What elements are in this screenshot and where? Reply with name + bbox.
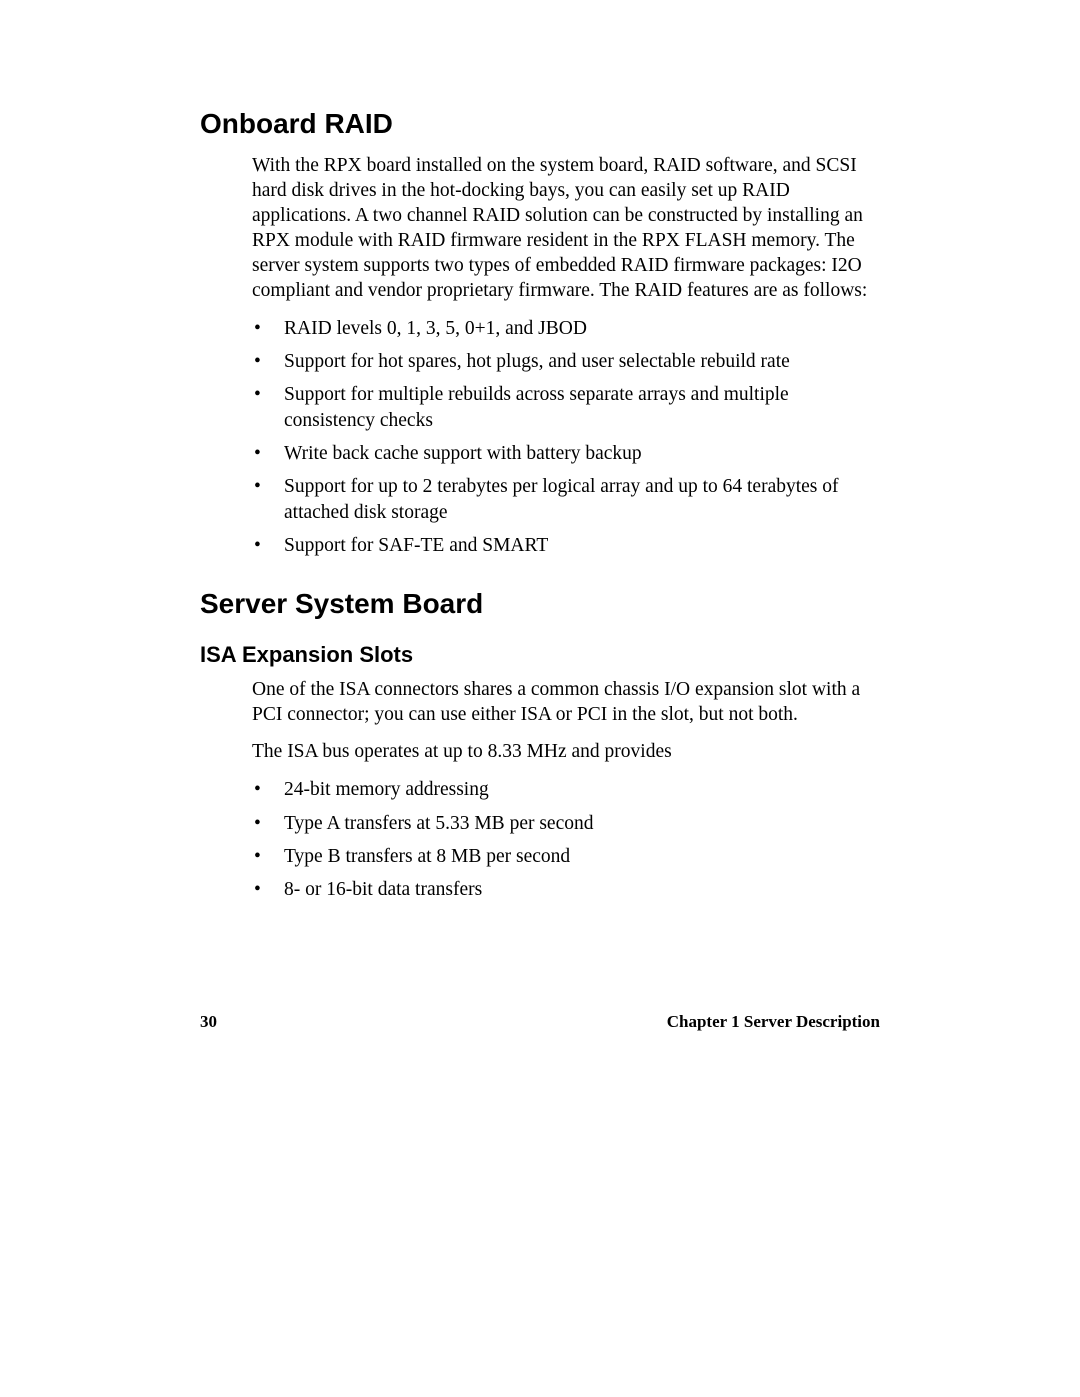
heading-onboard-raid: Onboard RAID [200, 108, 880, 140]
isa-body: One of the ISA connectors shares a commo… [252, 678, 880, 902]
list-item: Type B transfers at 8 MB per second [252, 844, 880, 869]
list-item: Type A transfers at 5.33 MB per second [252, 811, 880, 836]
chapter-label: Chapter 1 Server Description [667, 1012, 880, 1032]
list-item: Support for up to 2 terabytes per logica… [252, 474, 880, 525]
document-page: Onboard RAID With the RPX board installe… [0, 0, 1080, 1397]
isa-para-1: One of the ISA connectors shares a commo… [252, 678, 880, 728]
list-item: RAID levels 0, 1, 3, 5, 0+1, and JBOD [252, 316, 880, 341]
list-item: Support for multiple rebuilds across sep… [252, 382, 880, 433]
onboard-raid-bullets: RAID levels 0, 1, 3, 5, 0+1, and JBOD Su… [252, 316, 880, 559]
isa-para-2: The ISA bus operates at up to 8.33 MHz a… [252, 740, 880, 765]
onboard-raid-body: With the RPX board installed on the syst… [252, 154, 880, 558]
page-number: 30 [200, 1012, 217, 1032]
list-item: 8- or 16-bit data transfers [252, 877, 880, 902]
list-item: Support for SAF-TE and SMART [252, 533, 880, 558]
onboard-raid-intro: With the RPX board installed on the syst… [252, 154, 880, 304]
list-item: Support for hot spares, hot plugs, and u… [252, 349, 880, 374]
heading-isa-expansion-slots: ISA Expansion Slots [200, 642, 880, 668]
isa-bullets: 24-bit memory addressing Type A transfer… [252, 777, 880, 902]
list-item: Write back cache support with battery ba… [252, 441, 880, 466]
page-footer: 30 Chapter 1 Server Description [200, 1012, 880, 1032]
list-item: 24-bit memory addressing [252, 777, 880, 802]
heading-server-system-board: Server System Board [200, 588, 880, 620]
